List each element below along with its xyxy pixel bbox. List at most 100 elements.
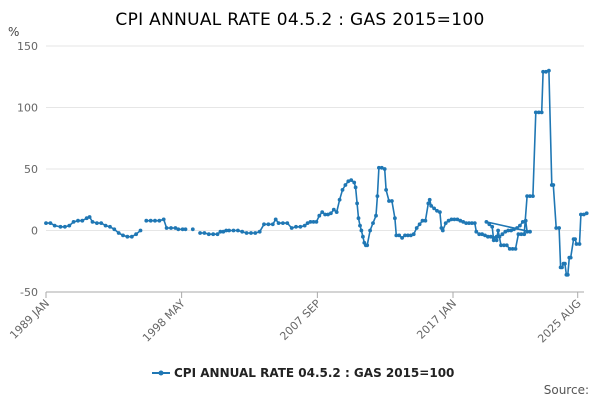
data-point[interactable]: [507, 247, 512, 251]
data-point[interactable]: [500, 232, 505, 237]
data-point[interactable]: [568, 255, 573, 260]
data-point[interactable]: [573, 237, 577, 242]
data-point[interactable]: [490, 224, 495, 229]
data-point[interactable]: [525, 229, 529, 234]
data-point[interactable]: [411, 232, 416, 237]
data-point[interactable]: [427, 197, 432, 202]
data-point[interactable]: [298, 224, 303, 229]
data-point[interactable]: [438, 210, 442, 215]
data-point[interactable]: [455, 217, 460, 222]
data-point[interactable]: [215, 232, 220, 237]
data-point[interactable]: [308, 220, 313, 224]
data-point[interactable]: [574, 242, 579, 246]
data-point[interactable]: [224, 228, 229, 233]
data-point[interactable]: [581, 212, 586, 217]
data-point[interactable]: [584, 211, 589, 216]
data-point[interactable]: [520, 220, 525, 224]
data-point[interactable]: [487, 222, 492, 227]
data-point[interactable]: [483, 233, 487, 238]
data-point[interactable]: [240, 229, 245, 234]
data-point[interactable]: [266, 222, 271, 227]
data-point[interactable]: [557, 226, 561, 230]
data-point[interactable]: [533, 110, 538, 115]
data-point[interactable]: [579, 212, 583, 217]
data-point[interactable]: [547, 68, 551, 73]
data-point[interactable]: [379, 165, 384, 170]
data-point[interactable]: [426, 201, 431, 206]
data-point[interactable]: [531, 194, 535, 199]
data-point[interactable]: [414, 226, 419, 230]
data-point[interactable]: [67, 223, 72, 228]
data-point[interactable]: [423, 218, 428, 223]
data-point[interactable]: [408, 233, 413, 238]
data-point[interactable]: [406, 233, 410, 238]
data-point[interactable]: [536, 110, 541, 115]
data-point[interactable]: [281, 221, 285, 226]
data-point[interactable]: [270, 222, 275, 227]
data-point[interactable]: [417, 222, 422, 227]
data-point[interactable]: [515, 226, 519, 230]
data-point[interactable]: [346, 179, 351, 184]
data-point[interactable]: [305, 221, 310, 226]
data-point[interactable]: [218, 229, 223, 234]
data-point[interactable]: [494, 234, 499, 239]
data-point[interactable]: [129, 234, 134, 239]
data-point[interactable]: [446, 218, 451, 223]
data-point[interactable]: [157, 218, 162, 223]
data-point[interactable]: [432, 206, 436, 211]
data-point[interactable]: [244, 231, 249, 235]
data-point[interactable]: [353, 185, 358, 190]
data-point[interactable]: [390, 199, 394, 203]
data-point[interactable]: [87, 215, 92, 219]
data-point[interactable]: [429, 204, 434, 208]
data-point[interactable]: [262, 222, 266, 227]
data-point[interactable]: [518, 223, 522, 228]
data-point[interactable]: [560, 265, 564, 270]
data-point[interactable]: [477, 232, 482, 237]
data-point[interactable]: [211, 232, 216, 237]
data-point[interactable]: [317, 213, 322, 218]
data-point[interactable]: [355, 201, 359, 206]
data-point[interactable]: [509, 228, 513, 233]
data-point[interactable]: [513, 247, 518, 251]
data-point[interactable]: [125, 234, 130, 239]
data-point[interactable]: [472, 221, 477, 226]
data-point[interactable]: [206, 232, 211, 237]
data-point[interactable]: [257, 229, 262, 234]
data-point[interactable]: [519, 232, 524, 237]
data-point[interactable]: [134, 232, 139, 237]
data-point[interactable]: [356, 216, 361, 221]
data-point[interactable]: [90, 220, 95, 224]
data-point[interactable]: [138, 228, 143, 233]
data-point[interactable]: [71, 220, 76, 224]
data-point[interactable]: [108, 224, 112, 229]
data-point[interactable]: [496, 228, 500, 233]
data-point[interactable]: [440, 228, 445, 233]
data-point[interactable]: [231, 228, 236, 233]
data-point[interactable]: [349, 178, 354, 183]
data-point[interactable]: [112, 227, 117, 232]
data-point[interactable]: [371, 221, 375, 226]
data-point[interactable]: [294, 224, 298, 229]
data-point[interactable]: [95, 221, 99, 226]
data-point[interactable]: [387, 199, 391, 203]
data-point[interactable]: [449, 217, 454, 222]
data-point[interactable]: [326, 212, 330, 217]
data-point[interactable]: [343, 183, 348, 187]
data-point[interactable]: [273, 217, 278, 222]
data-point[interactable]: [458, 218, 463, 223]
data-point[interactable]: [506, 228, 511, 233]
data-point[interactable]: [48, 221, 53, 226]
data-point[interactable]: [368, 228, 372, 233]
data-point[interactable]: [103, 223, 108, 228]
data-point[interactable]: [504, 243, 509, 248]
data-point[interactable]: [377, 165, 381, 170]
data-point[interactable]: [400, 236, 404, 240]
data-point[interactable]: [565, 272, 570, 277]
data-point[interactable]: [180, 227, 185, 232]
data-point[interactable]: [452, 217, 457, 222]
data-point[interactable]: [221, 229, 226, 234]
data-point[interactable]: [116, 231, 121, 235]
data-point[interactable]: [522, 232, 527, 237]
data-point[interactable]: [302, 223, 307, 228]
